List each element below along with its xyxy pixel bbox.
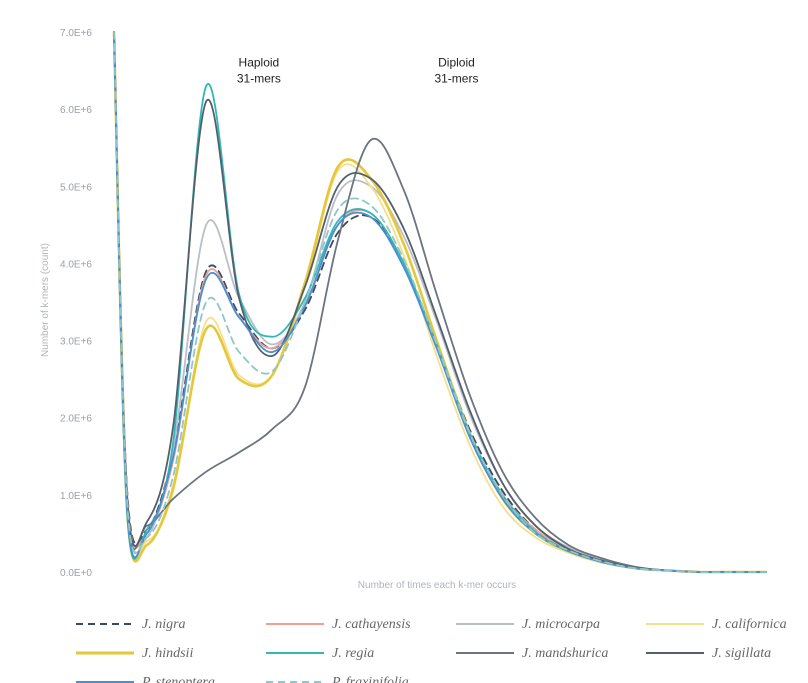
y-tick-label: 6.0E+6: [60, 105, 92, 116]
legend-label: J. sigillata: [712, 646, 771, 661]
legend-item: J. nigra: [76, 617, 186, 632]
legend-label: P. stenoptera: [141, 675, 215, 683]
legend-item: J. microcarpa: [456, 617, 600, 632]
series-line: [113, 31, 767, 574]
legend-item: P. stenoptera: [76, 675, 215, 683]
y-tick-label: 7.0E+6: [60, 28, 92, 39]
legend-item: J. hindsii: [76, 646, 193, 661]
legend-label: P. fraxinifolia: [331, 675, 409, 683]
series-line: [113, 31, 767, 574]
legend-item: J. mandshurica: [456, 646, 608, 661]
y-tick-label: 2.0E+6: [60, 414, 92, 425]
y-tick-label: 1.0E+6: [60, 491, 92, 502]
legend-label: J. californica: [712, 617, 787, 632]
peak-annotation: Diploid 31-mers: [434, 56, 478, 86]
legend-item: P. fraxinifolia: [266, 675, 409, 683]
legend-item: J. californica: [646, 617, 787, 632]
y-axis-ticks: 0.0E+0 1.0E+6 2.0E+6 3.0E+6 4.0E+6 5.0E+6 6.0E…: [60, 28, 92, 579]
legend-label: J. cathayensis: [332, 617, 411, 632]
y-tick-label: 5.0E+6: [60, 182, 92, 193]
legend-label: J. nigra: [142, 617, 186, 632]
y-axis-label: Number of k-mers (count): [40, 243, 51, 357]
y-tick-label: 4.0E+6: [60, 259, 92, 270]
y-tick-label: 3.0E+6: [60, 337, 92, 348]
legend-label: J. microcarpa: [522, 617, 600, 632]
legend: J. nigra J. cathayensis J. microcarpa J. ca…: [76, 617, 787, 683]
annotations: Haploid 31-mers Diploid 31-mers: [237, 56, 479, 86]
peak-annotation: Haploid 31-mers: [237, 56, 281, 86]
legend-item: J. sigillata: [646, 646, 771, 661]
y-tick-label: 0.0E+0: [60, 568, 92, 579]
x-axis-label: Number of times each k-mer occurs: [358, 580, 516, 591]
legend-item: J. regia: [266, 646, 374, 661]
legend-item: J. cathayensis: [266, 617, 411, 632]
series-lines: [112, 30, 768, 574]
legend-label: J. mandshurica: [522, 646, 608, 661]
legend-label: J. hindsii: [142, 646, 193, 661]
legend-label: J. regia: [332, 646, 374, 661]
